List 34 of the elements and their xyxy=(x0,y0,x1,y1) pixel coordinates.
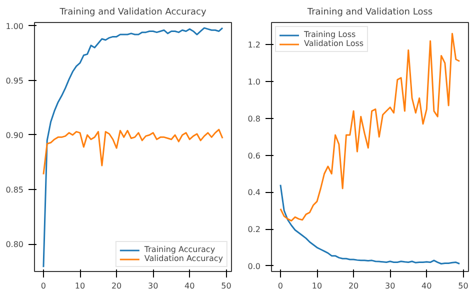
y-tick-label: 0.85 xyxy=(6,186,24,195)
line-series xyxy=(42,128,224,176)
x-tick-label: 50 xyxy=(458,282,468,290)
x-tick-label: 30 xyxy=(385,282,396,290)
x-tick-label: 40 xyxy=(422,282,432,290)
legend-label: Validation Loss xyxy=(304,39,364,48)
y-tick-label: 0.0 xyxy=(248,262,261,271)
y-tick-label: 0.2 xyxy=(248,225,261,234)
line-series xyxy=(42,27,224,268)
legend-label: Training Loss xyxy=(304,30,356,39)
x-tick-label: 0 xyxy=(278,282,284,290)
line-series xyxy=(280,184,460,265)
y-tick-label: 0.95 xyxy=(6,76,24,86)
y-tick-label: 1.0 xyxy=(248,78,261,87)
y-tick-label: 1.00 xyxy=(6,22,24,31)
x-tick-label: 20 xyxy=(348,282,359,290)
chart-title: Training and Validation Accuracy xyxy=(58,8,207,18)
legend-label: Training Accuracy xyxy=(144,245,216,254)
legend-label: Validation Accuracy xyxy=(144,254,223,263)
x-tick-label: 20 xyxy=(111,282,122,290)
y-tick-label: 0.4 xyxy=(248,188,261,198)
x-tick-label: 50 xyxy=(221,282,232,290)
y-tick-label: 0.90 xyxy=(6,130,24,140)
y-tick-label: 0.80 xyxy=(6,240,24,250)
x-tick-label: 40 xyxy=(184,282,195,290)
y-tick-label: 0.6 xyxy=(248,151,261,160)
x-tick-label: 30 xyxy=(148,282,158,290)
x-tick-label: 0 xyxy=(40,282,46,290)
x-tick-label: 10 xyxy=(74,282,86,290)
chart-title: Training and Validation Loss xyxy=(306,8,433,18)
y-tick-label: 0.8 xyxy=(248,114,261,124)
y-tick-label: 1.2 xyxy=(248,40,261,50)
line-series xyxy=(280,32,460,222)
x-tick-label: 10 xyxy=(312,282,322,290)
